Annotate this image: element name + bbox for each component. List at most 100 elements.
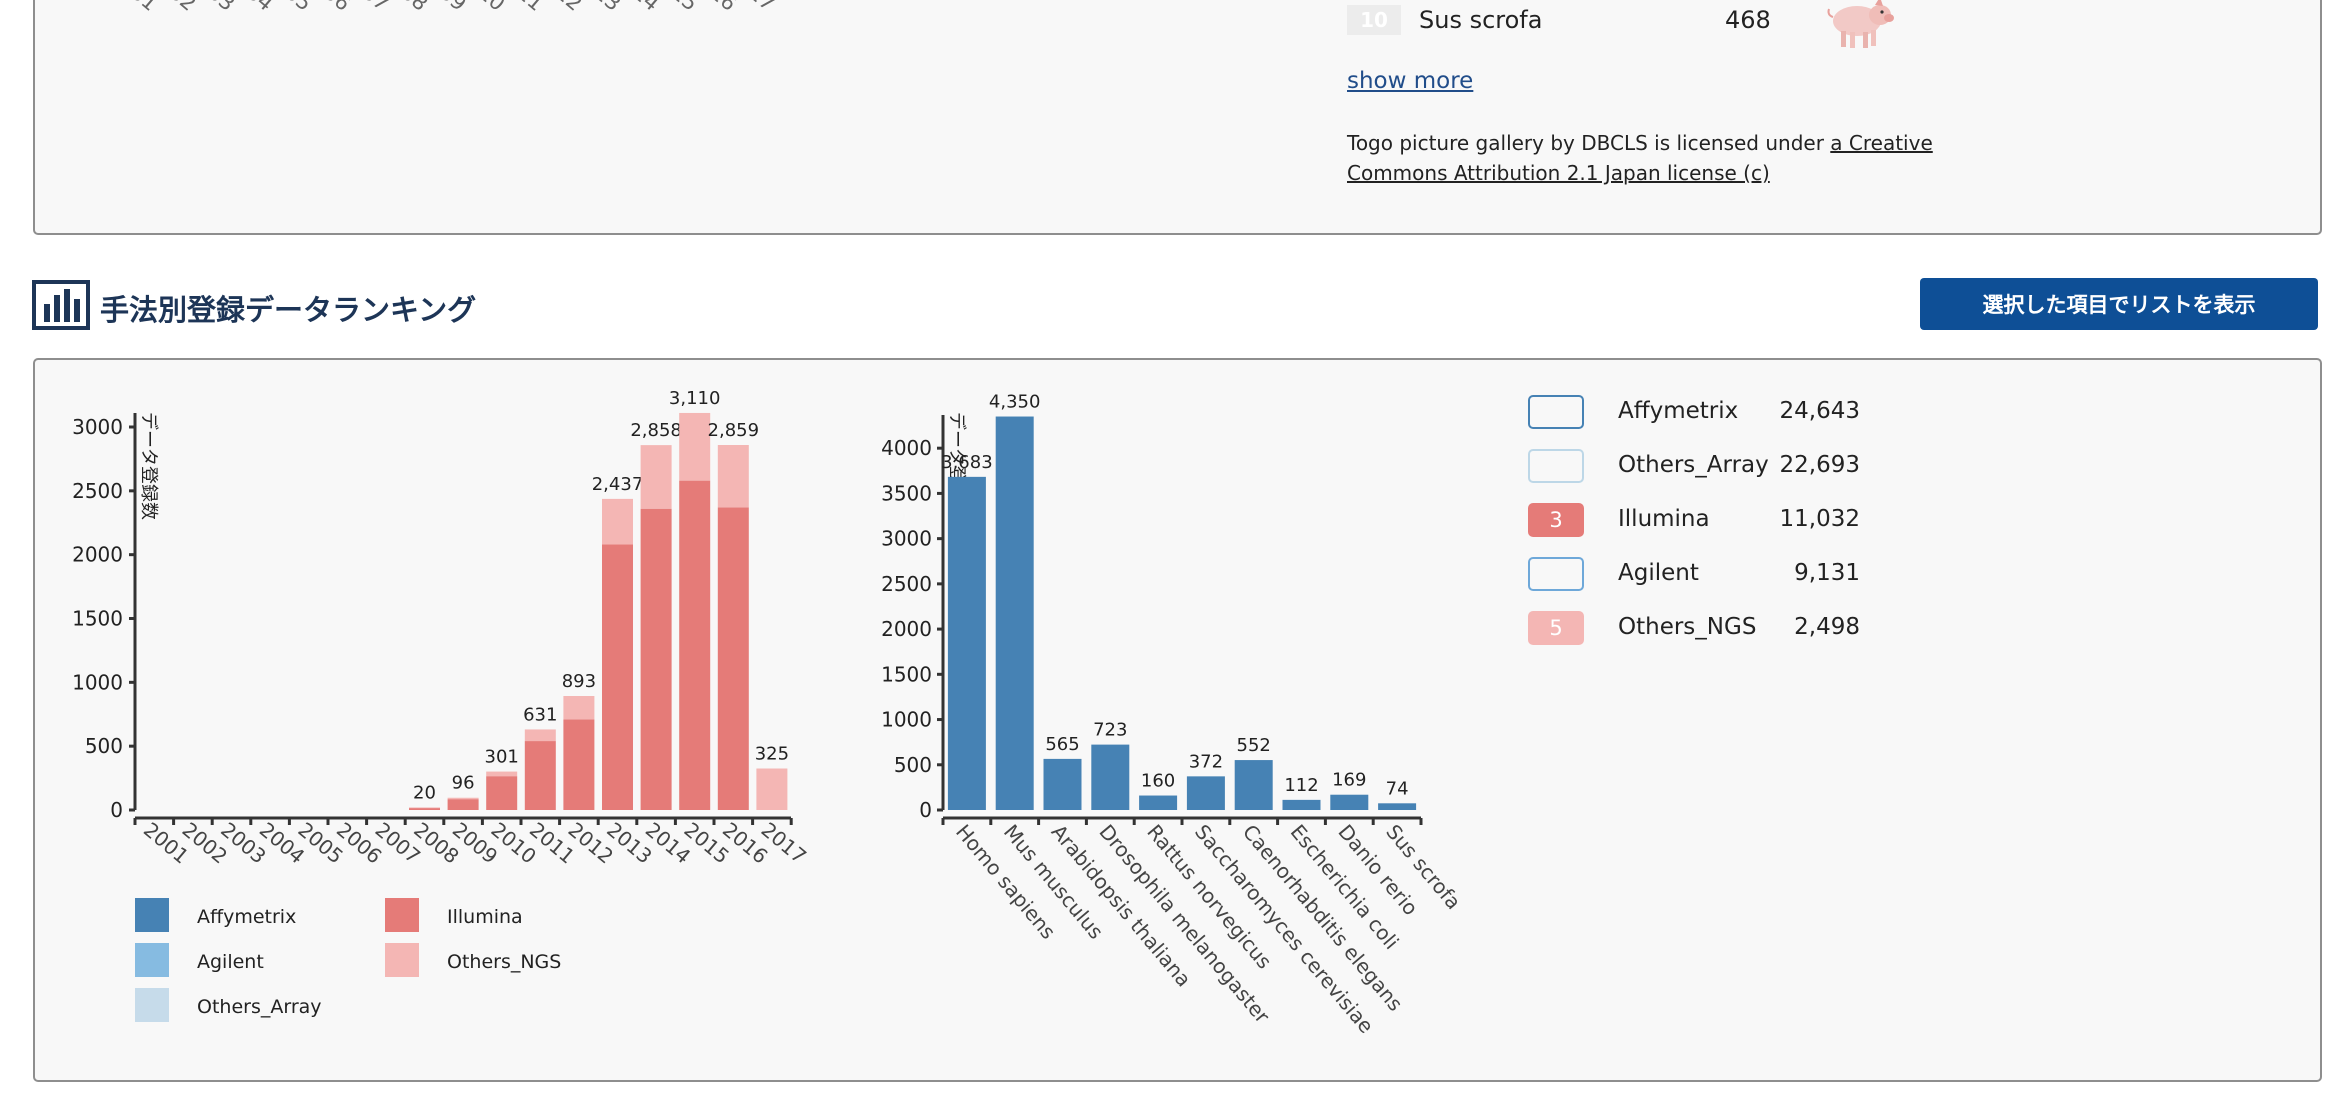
top-year-axis: 2001200220032004200520062007200820092010… [125,0,780,16]
bar-others-ngs [563,695,595,720]
method-select-box[interactable] [1528,395,1584,429]
y-tick-label: 3000 [881,527,932,551]
data-label: 169 [1332,770,1366,791]
legend-label: Affymetrix [197,906,296,928]
method-value: 2,498 [1794,614,1860,640]
y-tick-label: 500 [85,734,123,758]
data-label: 2,858 [630,420,682,441]
data-label: 552 [1237,735,1271,756]
legend-swatch [385,943,419,977]
data-label: 96 [452,773,475,794]
method-row-others-array[interactable]: Others_Array 22,693 [1528,447,1868,501]
y-tick-label: 1500 [72,607,123,631]
data-label: 74 [1386,778,1409,799]
bar [947,476,986,810]
data-label: 565 [1045,734,1079,755]
y-tick-label: 0 [110,798,123,822]
show-more-link[interactable]: show more [1347,68,1474,94]
rank-badge: 10 [1347,5,1401,35]
method-select-box[interactable] [1528,557,1584,591]
y-tick-label: 500 [894,753,932,777]
method-row-affymetrix[interactable]: Affymetrix 24,643 [1528,393,1868,447]
method-value: 22,693 [1779,452,1860,478]
bar-others-ngs [409,807,440,809]
section-title: 手法別登録データランキング [100,293,477,327]
method-name: Agilent [1618,560,1699,586]
license-link[interactable]: a Creative Commons Attribution 2.1 Japan… [1347,131,1933,185]
species-count: 468 [1725,6,1771,34]
license-prefix: Togo picture gallery by DBCLS is license… [1347,131,1831,155]
y-tick-label: 3000 [72,415,123,439]
data-label: 893 [562,671,596,692]
legend-label: Illumina [447,906,523,928]
data-label: 20 [413,782,436,803]
legend-label: Agilent [197,951,264,973]
data-label: 3,110 [669,388,721,409]
bar-chart-icon [32,280,90,330]
method-name: Illumina [1618,506,1710,532]
method-name: Others_Array [1618,452,1769,478]
y-tick-label: 3500 [881,481,932,505]
method-name: Others_NGS [1618,614,1757,640]
method-row-others-ngs[interactable]: 5 Others_NGS 2,498 [1528,609,1868,663]
method-badge: 5 [1549,616,1563,640]
data-label: 631 [523,704,557,725]
legend-swatch [385,898,419,932]
species-ranking-panel: 2001200220032004200520062007200820092010… [33,0,2322,235]
bar [1186,776,1225,810]
legend-swatch [135,898,169,932]
bar-others-ngs [602,498,633,545]
y-tick-label: 1500 [881,662,932,686]
bar-others-ngs [717,445,749,508]
data-label: 301 [485,747,519,768]
data-label: 325 [755,744,789,765]
legend-label: Others_NGS [447,951,561,973]
method-select-box[interactable]: 5 [1528,611,1584,645]
method-badge: 3 [1549,508,1563,532]
pig-icon [1827,0,1894,48]
y-axis-label: データ登録数 [138,412,159,520]
bar-illumina [717,507,749,810]
y-tick-label: 2000 [881,617,932,641]
bar-illumina [640,508,672,810]
method-value: 9,131 [1794,560,1860,586]
y-tick-label: 2500 [881,572,932,596]
show-list-button[interactable]: 選択した項目でリストを表示 [1920,278,2318,330]
bar-illumina [409,808,440,810]
method-select-box[interactable] [1528,449,1584,483]
bar [1139,795,1178,810]
method-row-illumina[interactable]: 3 Illumina 11,032 [1528,501,1868,555]
method-table: Affymetrix 24,643 Others_Array 22,693 3 … [1528,393,1868,663]
bar-others-ngs [524,729,556,742]
y-tick-label: 1000 [72,670,123,694]
bar-illumina [524,741,556,810]
bar-illumina [563,719,595,810]
y-tick-label: 1000 [881,708,932,732]
y-tick-label: 0 [919,798,932,822]
method-ranking-panel: 0 500 1000 1500 2000 2500 3000 データ登録数 2001 2002 20… [33,358,2322,1082]
method-row-agilent[interactable]: Agilent 9,131 [1528,555,1868,609]
legend-label: Others_Array [197,996,322,1018]
bar [1282,799,1321,810]
bar-others-ngs [447,797,479,800]
bar-others-ngs [679,412,711,481]
data-label: 160 [1141,771,1175,792]
species-row[interactable]: 10 Sus scrofa 468 [1347,0,1894,48]
method-name: Affymetrix [1618,398,1739,424]
data-label: 2,859 [708,420,760,441]
bar-others-ngs [486,771,518,777]
bar-illumina [486,776,518,810]
data-label: 3,683 [941,452,993,473]
data-label: 723 [1093,720,1127,741]
method-value: 24,643 [1779,398,1860,424]
legend-swatch [135,943,169,977]
data-label: 112 [1284,775,1318,796]
method-select-box[interactable]: 3 [1528,503,1584,537]
y-tick-label: 4000 [881,436,932,460]
y-tick-label: 2000 [72,543,123,567]
bar [1378,803,1417,810]
top-axis-tick-label: 2001 [125,0,162,16]
x-tick-label: 2001 [139,817,193,868]
